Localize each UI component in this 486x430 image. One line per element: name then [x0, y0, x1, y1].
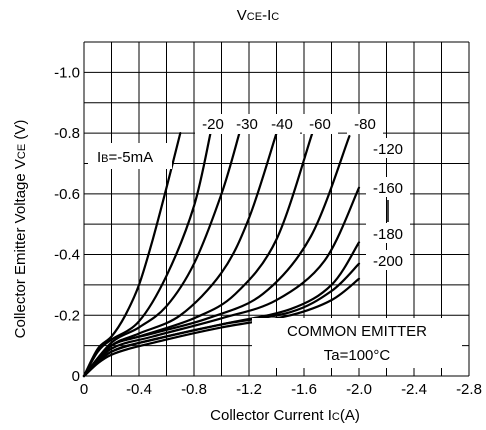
series-label-bg	[366, 223, 410, 243]
curve-ib5mA	[82, 132, 182, 378]
chart-title: VCE-IC	[237, 7, 279, 24]
y-axis-label: Collector Emitter Voltage VCE (V)	[12, 120, 29, 339]
series-label: -80	[354, 116, 376, 133]
x-tick-label: -1.6	[291, 381, 317, 398]
series-label-ib: IB=-5mA	[97, 149, 153, 166]
x-tick-label: -2.8	[456, 381, 482, 398]
x-tick-label: -2.0	[346, 381, 372, 398]
curve-ib30	[82, 132, 241, 378]
x-tick-label: -1.2	[236, 381, 262, 398]
x-tick-label: -0.8	[181, 381, 207, 398]
series-label-bg	[366, 250, 410, 270]
annotation-common-emitter: COMMON EMITTER	[287, 323, 427, 340]
series-label: -60	[309, 116, 331, 133]
x-axis-label: Collector Current IC(A)	[210, 407, 360, 424]
curve-ib120	[82, 186, 361, 378]
series-label: -180	[373, 226, 403, 243]
annotation-temperature: Ta=100°C	[324, 347, 391, 364]
series-label-bg	[229, 114, 265, 134]
series-label-bg	[347, 114, 383, 134]
annotation-box	[252, 318, 462, 368]
series-label: -200	[373, 253, 403, 270]
curve-ib180	[82, 262, 361, 378]
x-tick-label: 0	[80, 381, 88, 398]
ib-label-bg	[88, 143, 172, 169]
series-label: -120	[373, 141, 403, 158]
series-label-bg	[195, 114, 231, 134]
series-label-bg	[366, 138, 410, 158]
y-tick-label: -0.6	[54, 186, 80, 203]
x-tick-label: -0.4	[126, 381, 152, 398]
axis-ticks: 0 -0.4 -0.8 -1.2 -1.6 -2.0 -2.4 -2.8 0 -0.2 -0.4 -0…	[54, 64, 482, 398]
series-label: -160	[373, 180, 403, 197]
y-tick-label: 0	[72, 368, 80, 385]
curves	[82, 132, 361, 378]
series-label: -30	[236, 116, 258, 133]
curve-ib80	[82, 135, 351, 378]
series-label: -20	[202, 116, 224, 133]
series-label-bg	[264, 114, 300, 134]
x-tick-label: -2.4	[401, 381, 427, 398]
series-label-bg	[302, 114, 338, 134]
curve-ib20	[82, 132, 212, 378]
series-label-bg	[366, 177, 410, 197]
y-tick-label: -0.4	[54, 247, 80, 264]
series-labels: -20 -30 -40 -60 -80 -120 -160 -180 -200 IB=-5mA	[88, 114, 410, 270]
y-tick-label: -0.2	[54, 307, 80, 324]
y-tick-label: -1.0	[54, 64, 80, 81]
y-tick-label: -0.8	[54, 125, 80, 142]
curve-ib200	[82, 277, 361, 378]
series-label: -40	[271, 116, 293, 133]
